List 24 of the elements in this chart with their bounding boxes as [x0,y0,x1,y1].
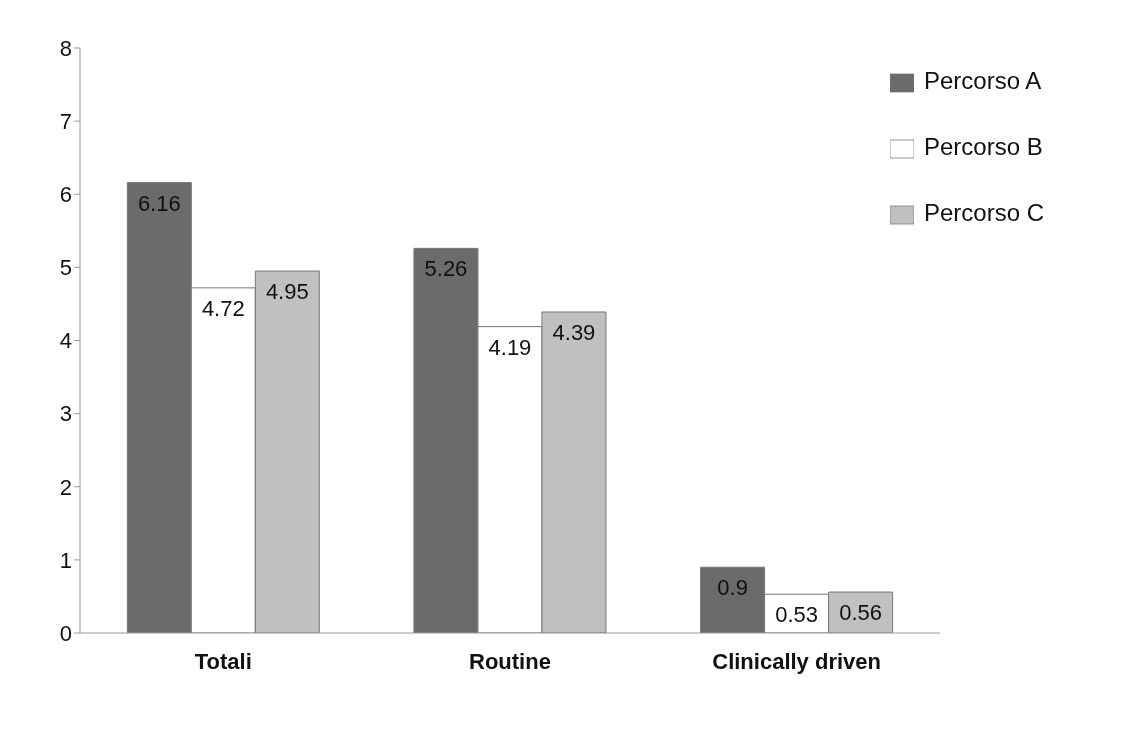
data-label: 4.95 [265,279,309,305]
y-tick-label: 0 [59,620,72,646]
data-label: 6.16 [137,190,181,216]
y-tick-label: 7 [59,108,72,134]
data-label: 4.39 [552,319,596,345]
x-tick-label: Totali [194,648,252,674]
legend-label: Percorso C [923,199,1044,226]
y-tick-label: 6 [59,182,72,208]
x-tick-label: Routine [469,648,551,674]
legend-label: Percorso A [923,67,1042,94]
y-tick-label: 3 [59,401,72,427]
data-label: 0.56 [839,600,883,626]
data-label: 0.9 [717,575,748,601]
data-label: 0.53 [775,602,819,628]
legend-label: Percorso B [923,133,1043,160]
data-label: 5.26 [424,256,468,282]
y-tick-label: 5 [59,255,72,281]
data-label: 4.19 [488,334,532,360]
data-label: 4.72 [201,295,245,321]
x-tick-label: Clinically driven [712,648,881,674]
y-tick-label: 8 [59,35,72,61]
y-tick-label: 1 [59,547,72,573]
y-tick-label: 2 [59,474,72,500]
y-tick-label: 4 [59,328,72,354]
